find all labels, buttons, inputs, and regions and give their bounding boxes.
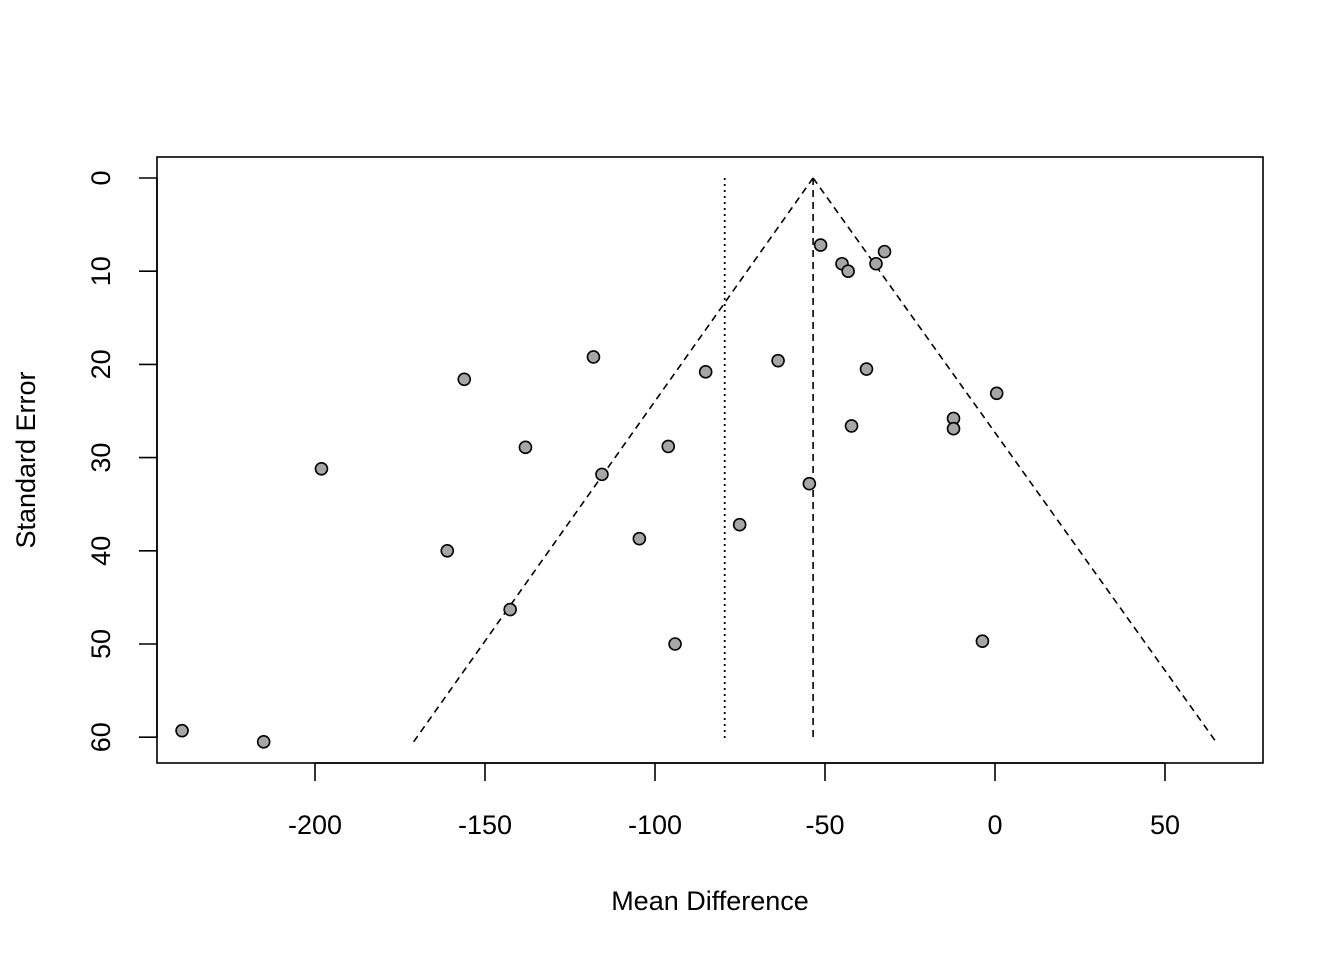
data-point [946,421,961,436]
data-point [975,634,990,649]
data-point [668,637,682,651]
data-point [771,353,785,368]
data-point [813,238,828,252]
y-tick-label: 10 [86,256,116,286]
x-tick-label: -150 [458,810,512,840]
data-point [595,467,609,482]
data-point [586,350,601,364]
y-axis-title: Standard Error [11,371,41,548]
funnel-left-line [412,177,814,743]
funnel-lines [412,177,1217,743]
x-axis: -200 -150 -100 -50 0 50 [288,762,1180,840]
x-tick-label: 50 [1150,810,1180,840]
y-tick-label: 40 [86,536,116,566]
x-tick-label: 0 [987,810,1002,840]
data-point [869,256,883,271]
y-tick-label: 30 [86,443,116,473]
data-point [732,517,747,532]
data-point [877,244,892,259]
data-point [503,602,517,617]
x-tick-label: -50 [805,810,844,840]
y-tick-label: 0 [86,170,116,185]
x-tick-label: -200 [288,810,342,840]
data-point [632,531,647,546]
data-point [661,439,676,454]
y-axis: 0 10 20 30 40 50 60 [86,170,158,752]
plot-box [156,156,1264,764]
data-point [989,386,1004,401]
y-tick-label: 60 [86,722,116,752]
data-points [175,238,1004,749]
data-point [175,723,189,738]
data-point [440,543,455,558]
data-point [802,476,817,491]
data-point [256,735,271,749]
data-point [698,365,713,379]
y-tick-label: 50 [86,629,116,659]
data-point [844,419,859,433]
data-point [859,362,874,376]
data-point [518,440,533,455]
data-point [457,372,472,387]
funnel-right-line [812,177,1217,743]
y-tick-label: 20 [86,349,116,379]
x-tick-label: -100 [628,810,682,840]
data-point [314,461,329,476]
data-point [841,264,855,279]
x-axis-title: Mean Difference [611,886,809,916]
